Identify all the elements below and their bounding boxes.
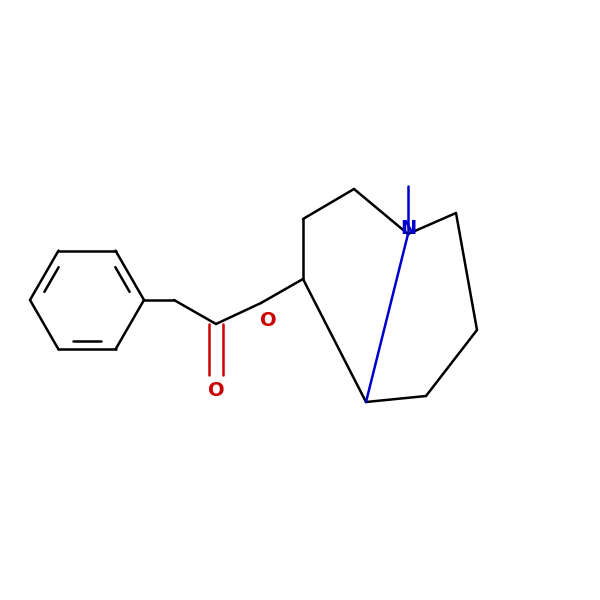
Text: N: N xyxy=(400,218,416,238)
Text: O: O xyxy=(260,311,277,331)
Text: O: O xyxy=(208,380,224,400)
